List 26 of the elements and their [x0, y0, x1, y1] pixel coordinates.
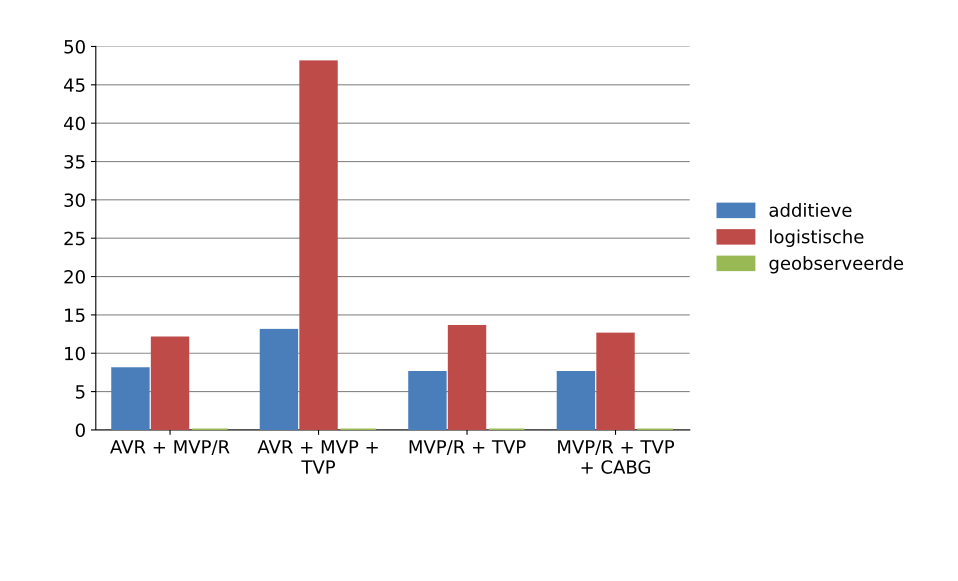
y-tick-label: 50	[64, 40, 85, 54]
legend-label: additieve	[770, 202, 852, 217]
y-tick-label: 30	[64, 193, 85, 207]
bar	[150, 336, 190, 430]
legend-label: geobserveerde	[769, 256, 904, 274]
x-tick-label: AVR + MVP/R	[110, 440, 230, 456]
bar	[556, 371, 596, 430]
y-tick-label: 15	[65, 308, 84, 322]
y-tick-label: 10	[65, 346, 85, 360]
x-tick-label: MVP/R + TVP + CABG	[558, 440, 674, 474]
bar	[111, 367, 150, 430]
y-tick-label: 25	[64, 232, 84, 246]
bar	[448, 325, 486, 430]
bar	[408, 371, 447, 430]
y-tick-label: 0	[76, 423, 85, 438]
y-tick-label: 40	[64, 116, 85, 130]
bar	[596, 332, 635, 430]
bar	[299, 60, 338, 430]
y-tick-label: 5	[76, 385, 84, 399]
legend-label: logistische	[770, 229, 864, 247]
y-tick-label: 35	[64, 154, 84, 169]
y-tick-label: 20	[64, 270, 85, 284]
x-tick-label: AVR + MVP + TVP	[257, 440, 378, 474]
y-tick-label: 45	[64, 78, 84, 92]
bar	[260, 328, 298, 430]
x-tick-label: MVP/R + TVP	[410, 440, 526, 456]
